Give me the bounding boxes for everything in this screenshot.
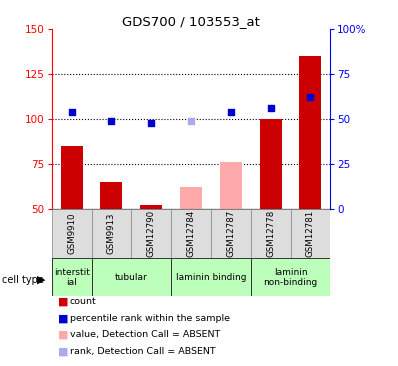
Bar: [131, 209, 171, 258]
Text: ■: ■: [58, 313, 68, 324]
Text: laminin
non-binding: laminin non-binding: [263, 268, 318, 287]
Point: [108, 118, 115, 124]
Bar: [291, 209, 330, 258]
Point: [148, 120, 154, 126]
Point: [68, 109, 75, 115]
Text: cell type: cell type: [2, 275, 44, 285]
Bar: [52, 209, 92, 258]
Bar: [52, 258, 92, 296]
Text: percentile rank within the sample: percentile rank within the sample: [70, 314, 230, 323]
Bar: [299, 56, 321, 209]
Text: GSM12790: GSM12790: [147, 210, 156, 257]
Point: [267, 105, 274, 111]
Bar: [180, 187, 202, 209]
Text: ■: ■: [58, 330, 68, 340]
Text: GSM12781: GSM12781: [306, 210, 315, 257]
Title: GDS700 / 103553_at: GDS700 / 103553_at: [122, 15, 260, 28]
Text: rank, Detection Call = ABSENT: rank, Detection Call = ABSENT: [70, 347, 215, 356]
Point: [188, 118, 194, 124]
Text: interstit
ial: interstit ial: [54, 268, 90, 287]
Text: GSM12787: GSM12787: [226, 210, 235, 257]
Text: value, Detection Call = ABSENT: value, Detection Call = ABSENT: [70, 330, 220, 339]
Bar: [251, 258, 330, 296]
Point: [228, 109, 234, 115]
Text: count: count: [70, 298, 96, 306]
Text: ▶: ▶: [37, 275, 45, 285]
Bar: [220, 162, 242, 209]
Text: GSM9913: GSM9913: [107, 213, 116, 254]
Bar: [171, 209, 211, 258]
Text: GSM12784: GSM12784: [187, 210, 195, 257]
Text: laminin binding: laminin binding: [176, 273, 246, 282]
Bar: [171, 258, 251, 296]
Bar: [211, 209, 251, 258]
Bar: [92, 258, 171, 296]
Text: GSM9910: GSM9910: [67, 213, 76, 254]
Text: ■: ■: [58, 346, 68, 356]
Bar: [140, 205, 162, 209]
Text: GSM12778: GSM12778: [266, 210, 275, 257]
Text: ■: ■: [58, 297, 68, 307]
Bar: [92, 209, 131, 258]
Text: tubular: tubular: [115, 273, 148, 282]
Bar: [251, 209, 291, 258]
Bar: [100, 182, 123, 209]
Bar: [259, 119, 281, 209]
Bar: [60, 146, 83, 209]
Point: [307, 94, 314, 100]
